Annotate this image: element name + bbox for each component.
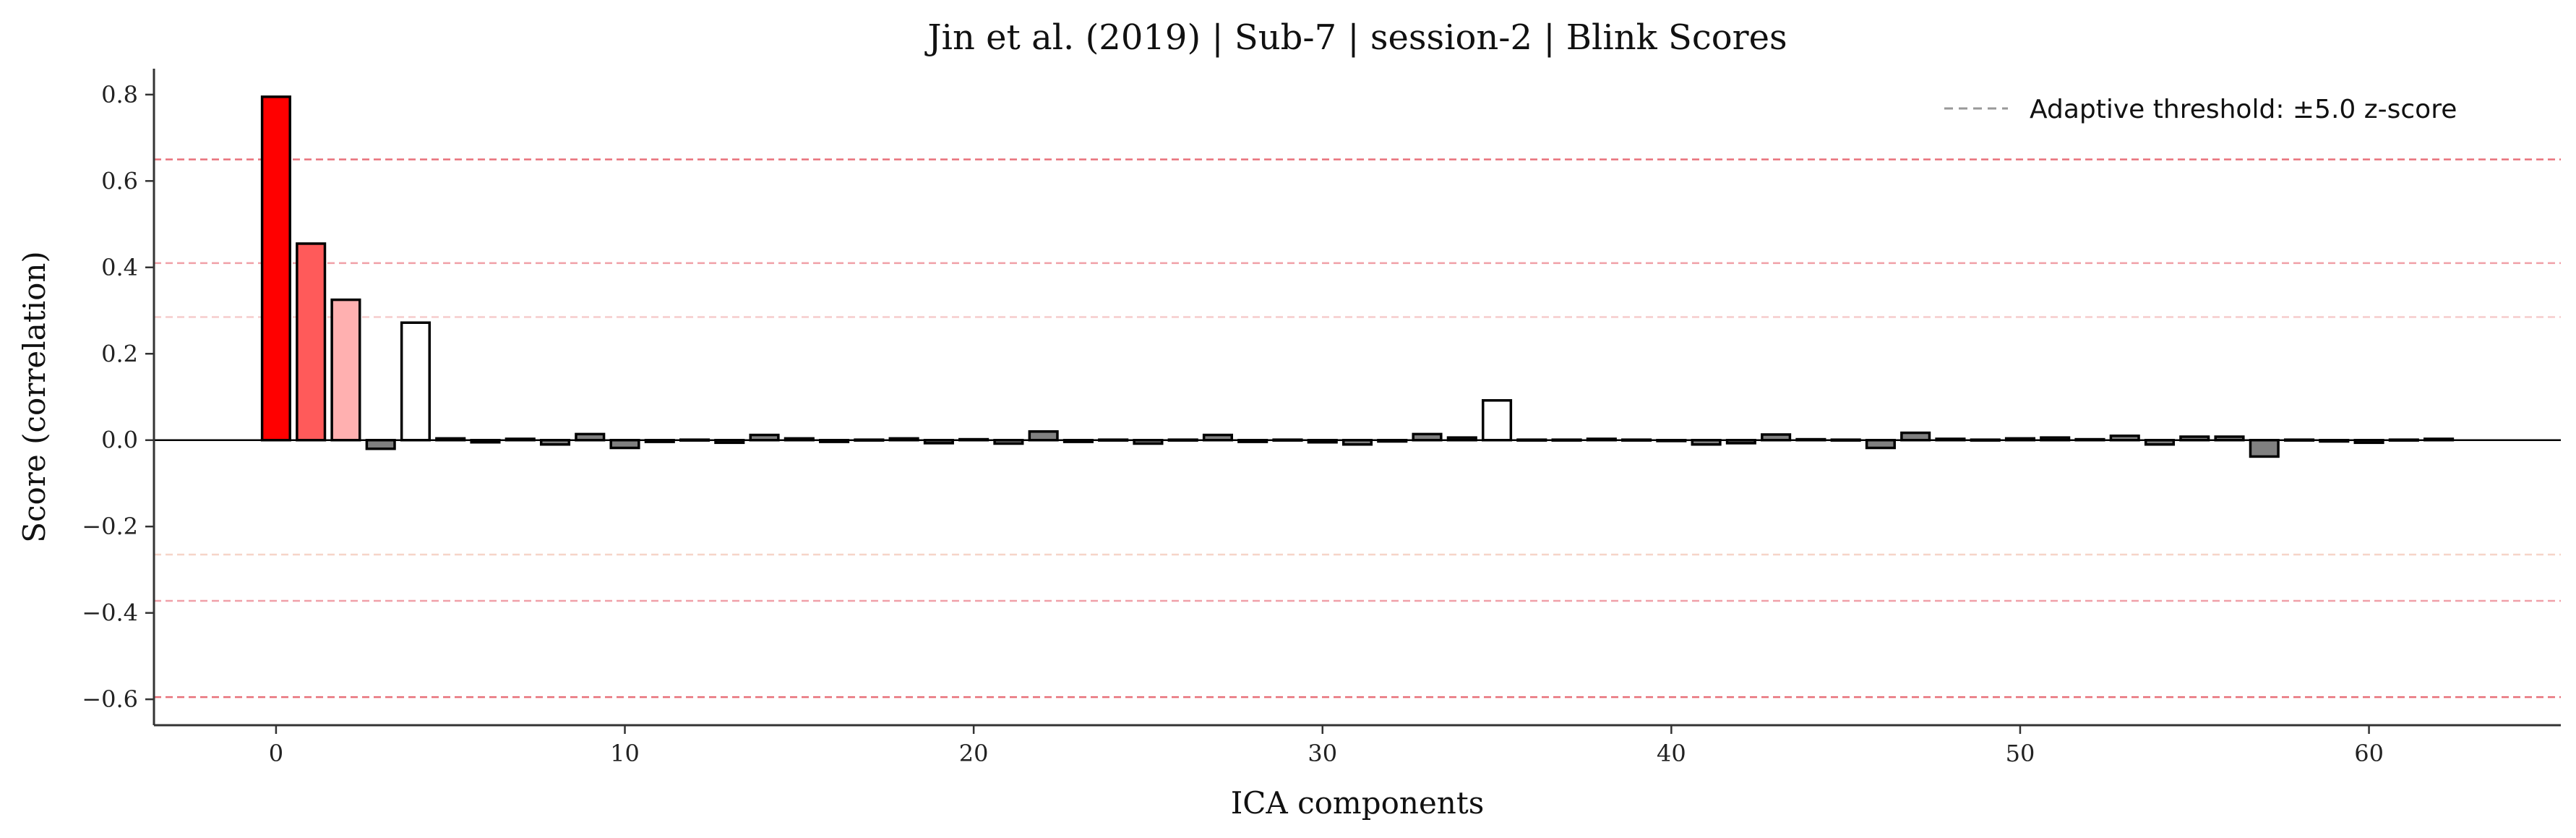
bar-component-51 [2040, 436, 2071, 442]
bar-component-40 [1656, 438, 1687, 442]
bar-component-19 [923, 438, 954, 445]
y-tick-label: 0.4 [101, 254, 138, 281]
bar-component-9 [575, 432, 606, 442]
y-tick-label: 0.6 [101, 167, 138, 194]
bar-component-10 [609, 438, 640, 450]
x-ticks: 0 10 20 30 40 50 60 [269, 725, 2384, 767]
bar-component-54 [2144, 438, 2176, 446]
x-tick-label: 30 [1308, 740, 1337, 767]
bar-component-21 [993, 438, 1024, 445]
bar-component-2 [330, 298, 361, 442]
bar-component-23 [1062, 438, 1094, 443]
x-tick-label: 0 [269, 740, 283, 767]
y-tick-label: 0.0 [101, 427, 138, 454]
bar-component-4 [400, 321, 432, 442]
bar-component-14 [749, 433, 780, 442]
bar-component-27 [1202, 433, 1234, 442]
bar-component-33 [1412, 432, 1443, 442]
y-axis-label: Score (correlation) [17, 251, 52, 543]
bar-component-5 [435, 437, 466, 442]
y-tick-label: −0.6 [82, 685, 138, 713]
bar-component-7 [505, 437, 536, 442]
bar-component-56 [2214, 435, 2245, 442]
bar-component-38 [1586, 437, 1617, 442]
legend: Adaptive threshold: ±5.0 z-score [1944, 95, 2457, 124]
bar-component-28 [1237, 438, 1268, 443]
bar-component-46 [1865, 438, 1896, 450]
chart-title: Jin et al. (2019) | Sub-7 | session-2 | … [924, 17, 1787, 58]
bar-component-62 [2423, 437, 2455, 442]
x-tick-label: 10 [610, 740, 640, 767]
bar-component-57 [2249, 438, 2280, 458]
bar-component-50 [2004, 437, 2036, 442]
bar-component-55 [2179, 435, 2210, 442]
axes [153, 69, 2561, 727]
bar-component-11 [644, 438, 675, 443]
bar-component-32 [1377, 438, 1408, 443]
threshold-lines [154, 158, 2561, 698]
bar-component-30 [1307, 438, 1338, 444]
bar-component-13 [714, 438, 745, 445]
legend-label: Adaptive threshold: ±5.0 z-score [2030, 95, 2457, 124]
x-tick-label: 60 [2354, 740, 2384, 767]
bar-component-34 [1446, 436, 1477, 442]
y-tick-label: −0.2 [82, 513, 138, 540]
bar-component-25 [1133, 438, 1164, 445]
bar-component-31 [1341, 438, 1373, 446]
bar-component-59 [2319, 438, 2350, 443]
bar-component-3 [365, 438, 396, 450]
x-axis-label: ICA components [1231, 785, 1485, 821]
bar-component-18 [888, 437, 919, 442]
y-tick-label: −0.4 [82, 599, 138, 627]
bar-component-43 [1761, 433, 1792, 442]
bar-component-48 [1935, 437, 1966, 442]
y-ticks: −0.6 −0.4 −0.2 0.0 0.2 0.4 0.6 0.8 [82, 81, 154, 713]
bar-component-8 [539, 438, 571, 446]
bar-component-60 [2353, 438, 2384, 445]
bar-component-6 [470, 438, 501, 444]
bars [260, 95, 2455, 458]
x-tick-label: 20 [959, 740, 989, 767]
bar-component-22 [1028, 430, 1059, 442]
bar-component-16 [819, 438, 850, 443]
bar-component-35 [1481, 399, 1513, 442]
bar-component-47 [1900, 431, 1931, 442]
x-tick-label: 50 [2006, 740, 2035, 767]
y-tick-label: 0.8 [101, 81, 138, 108]
y-tick-label: 0.2 [101, 340, 138, 367]
bar-component-41 [1691, 438, 1722, 446]
bar-component-0 [260, 95, 291, 442]
bar-component-53 [2109, 435, 2140, 442]
x-tick-label: 40 [1657, 740, 1686, 767]
bar-component-1 [296, 242, 327, 442]
bar-component-15 [783, 437, 815, 442]
bar-component-42 [1725, 438, 1756, 445]
